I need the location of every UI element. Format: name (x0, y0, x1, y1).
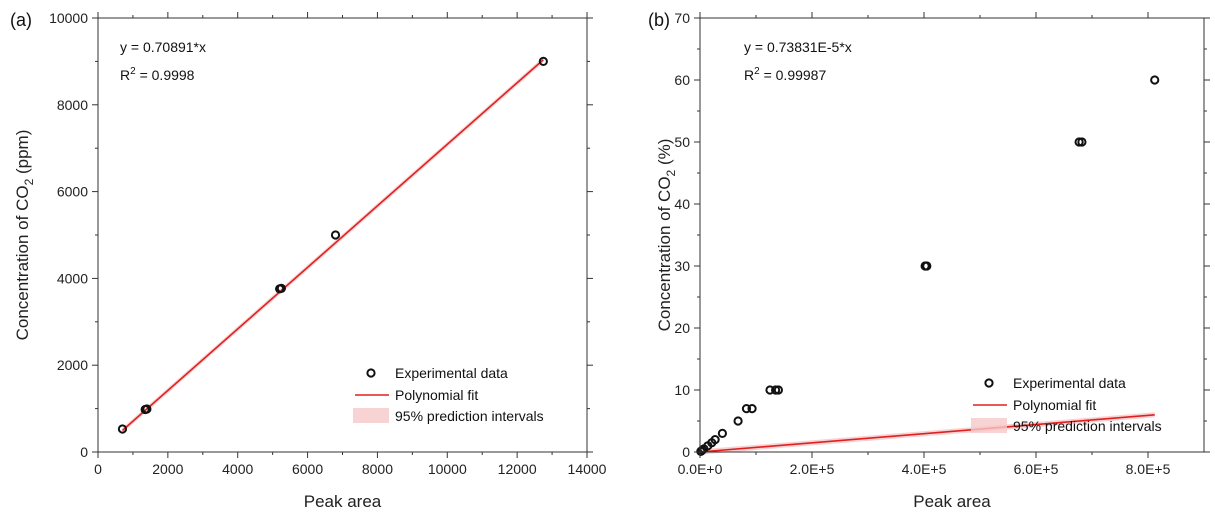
legend-marker-data (984, 378, 994, 388)
x-tick-label: 0.0E+0 (678, 461, 723, 477)
x-axis-title: Peak area (913, 492, 991, 511)
r-squared-prefix: R (744, 67, 754, 83)
data-point (717, 428, 728, 438)
panel-label: (b) (648, 10, 670, 30)
data-point (142, 404, 152, 414)
legend-label-data: Experimental data (1013, 375, 1126, 391)
x-tick-label: 0 (94, 461, 102, 477)
chart-b: (b) 0.0E+0 2.0E+5 4.0E+5 6.0E+5 8.0E+5 0 10 20 30… (648, 10, 1210, 511)
x-tick-label: 6.0E+5 (1014, 461, 1059, 477)
r-squared: R2 = 0.99987 (744, 66, 826, 83)
x-tick-label: 6000 (292, 461, 323, 477)
y-axis-title: Concentration of CO2 (%) (655, 139, 678, 332)
x-tick-label: 2.0E+5 (790, 461, 835, 477)
data-point (1150, 75, 1160, 85)
y-tick-label: 6000 (57, 184, 88, 200)
y-tick-label: 0 (80, 444, 88, 460)
y-axis-title-main: Concentration of CO (655, 176, 674, 331)
data-point (733, 416, 743, 426)
fit-line (699, 414, 1155, 453)
fit-equation: y = 0.73831E-5*x (744, 39, 852, 55)
y-axis-title-subscript: 2 (22, 178, 36, 185)
y-tick-label: 8000 (57, 97, 88, 113)
legend-marker-data (366, 368, 376, 378)
fit-equation: y = 0.70891*x (120, 39, 206, 55)
r-squared: R2 = 0.9998 (120, 66, 195, 83)
r-squared-value: = 0.9998 (136, 67, 195, 83)
y-tick-label: 4000 (57, 270, 88, 286)
data-point (276, 283, 286, 293)
x-axis-title: Peak area (304, 492, 382, 511)
y-tick-label: 0 (682, 444, 690, 460)
x-tick-label: 14000 (568, 461, 607, 477)
y-tick-label: 2000 (57, 357, 88, 373)
x-tick-label: 2000 (152, 461, 183, 477)
data-point (538, 56, 548, 67)
data-point (765, 385, 775, 395)
legend-label-data: Experimental data (395, 365, 508, 381)
data-point (747, 404, 757, 414)
r-squared-value: = 0.99987 (760, 67, 827, 83)
y-tick-label: 10 (674, 382, 690, 398)
y-axis-title: Concentration of CO2 (ppm) (13, 130, 36, 341)
y-axis-title-unit: (ppm) (13, 130, 32, 179)
x-tick-label: 4000 (222, 461, 253, 477)
x-tick-label: 12000 (498, 461, 537, 477)
chart-a: (a) 0 2000 4000 6000 8000 10000 12000 14000 0 2000… (10, 10, 607, 511)
y-tick-label: 30 (674, 258, 690, 274)
y-tick-label: 60 (674, 72, 690, 88)
y-tick-label: 20 (674, 320, 690, 336)
data-point (710, 435, 720, 445)
data-point (741, 404, 752, 414)
y-tick-label: 50 (674, 134, 690, 150)
legend-label-band: 95% prediction intervals (1013, 418, 1162, 434)
r-squared-prefix: R (120, 67, 130, 83)
x-tick-label: 8000 (362, 461, 393, 477)
y-axis-title-main: Concentration of CO (13, 185, 32, 340)
legend-marker-band (971, 418, 1007, 433)
y-axis-title-unit: (%) (655, 139, 674, 170)
panel-label: (a) (10, 10, 32, 30)
data-point (1077, 137, 1087, 147)
fit-line (121, 59, 544, 432)
legend-label-fit: Polynomial fit (395, 387, 478, 403)
y-tick-label: 10000 (49, 10, 88, 26)
x-tick-label: 4.0E+5 (902, 461, 947, 477)
legend-label-band: 95% prediction intervals (395, 408, 544, 424)
legend-marker-band (353, 408, 389, 423)
data-point (330, 230, 341, 240)
data-point (922, 261, 932, 271)
data-point (773, 385, 783, 395)
y-axis-title-subscript: 2 (664, 169, 678, 176)
x-tick-label: 10000 (428, 461, 467, 477)
data-point (117, 424, 128, 434)
legend-label-fit: Polynomial fit (1013, 397, 1096, 413)
r-squared-superscript: 2 (754, 66, 760, 77)
y-tick-label: 70 (674, 10, 690, 26)
y-tick-label: 40 (674, 196, 690, 212)
x-tick-label: 8.0E+5 (1126, 461, 1171, 477)
r-squared-superscript: 2 (130, 66, 136, 77)
